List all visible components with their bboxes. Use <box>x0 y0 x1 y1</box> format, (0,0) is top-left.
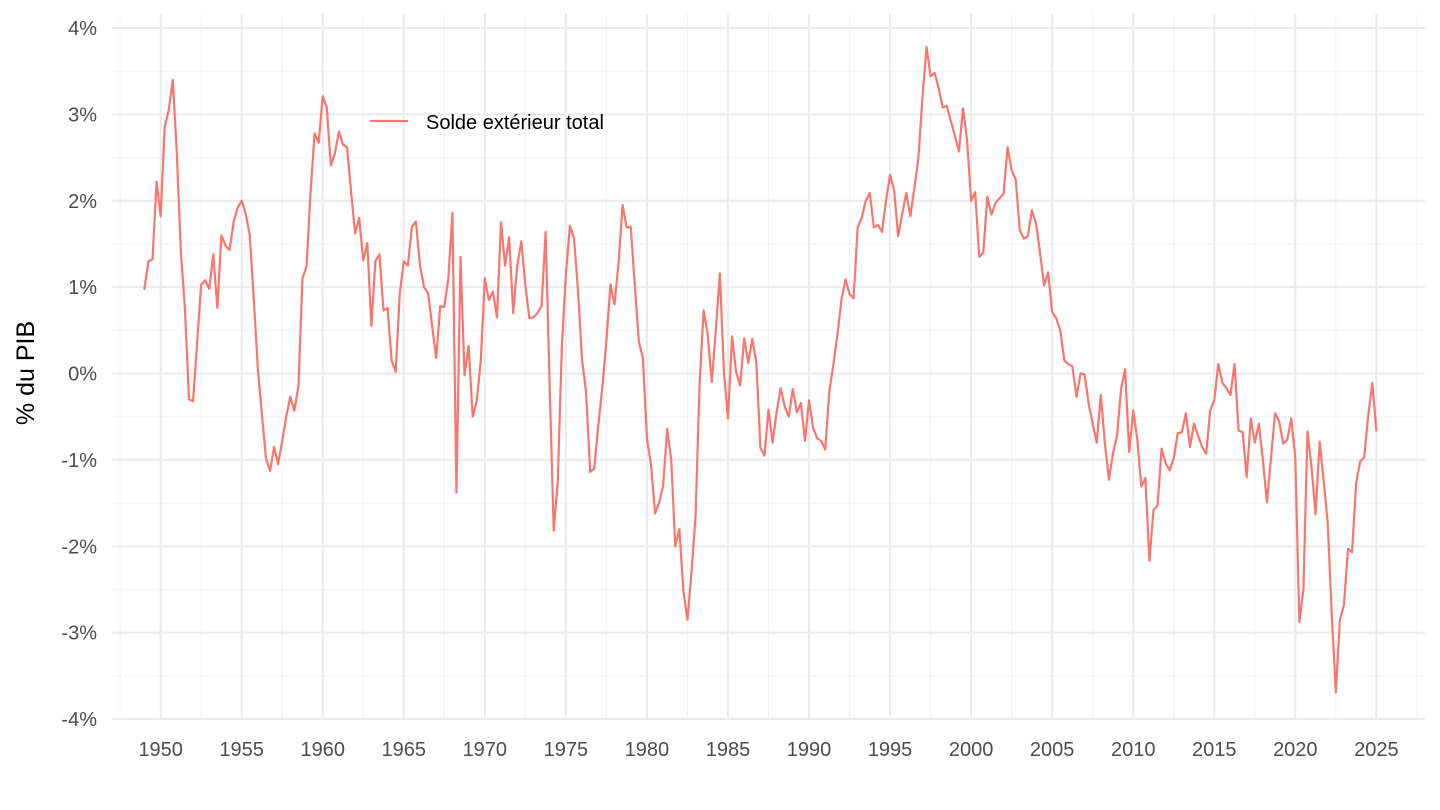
x-tick-label: 2015 <box>1192 739 1237 761</box>
y-tick-label: -1% <box>61 450 97 472</box>
x-tick-label: 2010 <box>1111 739 1156 761</box>
x-tick-label: 1975 <box>544 739 589 761</box>
major-gridlines <box>112 14 1425 720</box>
minor-gridlines <box>112 14 1425 719</box>
y-tick-label: -2% <box>61 536 97 558</box>
y-axis-tick-labels: 4% 3% 2% 1% 0% -1% -2% -3% -4% <box>61 18 97 731</box>
x-tick-label: 1960 <box>300 739 345 761</box>
x-tick-label: 1985 <box>706 739 751 761</box>
y-tick-label: 3% <box>68 104 97 126</box>
x-tick-label: 2005 <box>1030 739 1075 761</box>
x-tick-label: 1955 <box>219 739 264 761</box>
x-axis-tick-labels: 1950 1955 1960 1965 1970 1975 1980 1985 1990 1995… <box>138 739 1398 761</box>
x-tick-label: 1965 <box>382 739 427 761</box>
x-tick-label: 2000 <box>949 739 994 761</box>
y-tick-label: 2% <box>68 191 97 213</box>
y-tick-label: -3% <box>61 623 97 645</box>
x-tick-label: 1980 <box>625 739 670 761</box>
y-axis-title: % du PIB <box>12 321 40 425</box>
y-tick-label: 0% <box>68 364 97 386</box>
x-tick-label: 1990 <box>787 739 832 761</box>
legend-label-solde-exterieur-total: Solde extérieur total <box>426 112 604 134</box>
legend: Solde extérieur total <box>370 112 604 134</box>
y-tick-label: 1% <box>68 277 97 299</box>
x-tick-label: 2020 <box>1273 739 1318 761</box>
x-tick-label: 1970 <box>463 739 508 761</box>
series-layer <box>143 45 1378 694</box>
y-tick-label: 4% <box>68 18 97 40</box>
y-tick-label: -4% <box>61 709 97 731</box>
x-tick-label: 1995 <box>868 739 913 761</box>
x-tick-label: 1950 <box>138 739 183 761</box>
series-line-solde-exterieur-total <box>143 45 1378 694</box>
x-tick-label: 2025 <box>1354 739 1399 761</box>
